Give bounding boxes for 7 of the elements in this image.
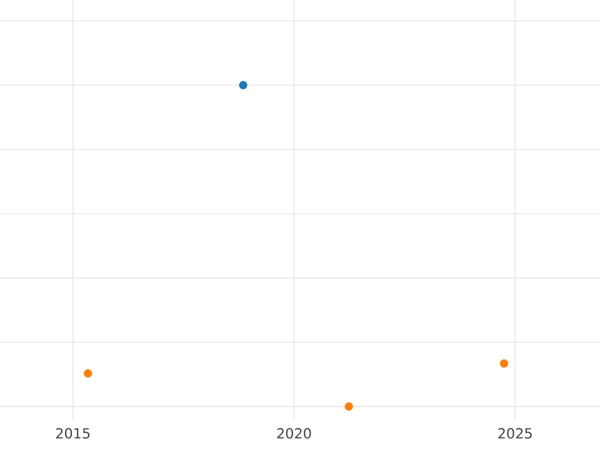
x-tick-label: 2015 — [56, 428, 90, 439]
x-tick-label: 2025 — [498, 428, 532, 439]
point — [84, 369, 92, 378]
point — [239, 81, 248, 90]
point — [500, 359, 508, 368]
x-tick-label: 2020 — [277, 428, 311, 439]
point — [344, 402, 353, 411]
